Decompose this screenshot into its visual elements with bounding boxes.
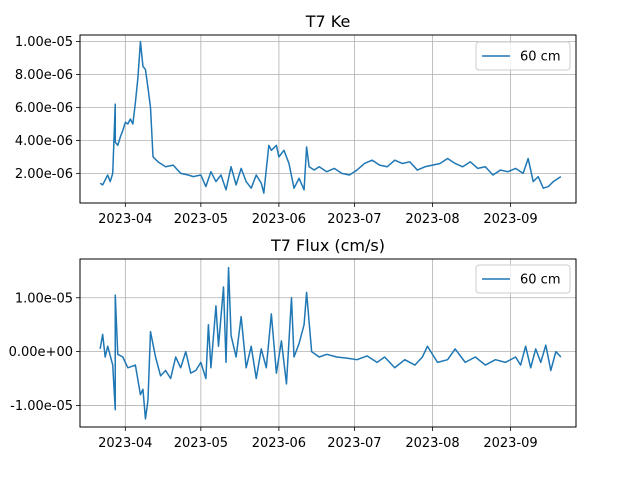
y-tick-label: 4.00e-06: [15, 134, 73, 149]
x-tick-label: 2023-05: [174, 212, 228, 227]
chart-title: T7 Ke: [305, 12, 351, 31]
series-line-60-cm: [99, 266, 562, 420]
x-axis: 2023-04 2023-05 2023-06 2023-07 2023-08 2023-…: [98, 427, 538, 451]
plot-frame: [79, 258, 577, 428]
y-tick-label: 1.00e-05: [15, 35, 73, 50]
x-axis: 2023-04 2023-05 2023-06 2023-07 2023-08 2023-…: [98, 203, 538, 227]
y-tick-label: 1.00e-05: [15, 291, 73, 306]
x-tick-label: 2023-06: [252, 212, 306, 227]
y-tick-label: 8.00e-06: [15, 68, 73, 83]
x-tick-label: 2023-07: [327, 436, 381, 451]
chart-t7-ke: T7 Ke 2023-04 2023-05 2023-06 2023-07 2023-0…: [15, 12, 577, 227]
legend-label: 60 cm: [520, 50, 561, 65]
y-tick-label: 6.00e-06: [15, 101, 73, 116]
legend-box: [475, 41, 571, 71]
series-layer: [99, 266, 562, 420]
legend: 60 cm: [475, 264, 571, 294]
legend-label: 60 cm: [520, 273, 561, 288]
x-tick-label: 2023-06: [252, 436, 306, 451]
x-tick-label: 2023-04: [98, 436, 152, 451]
y-tick-label: 0.00e+00: [9, 345, 73, 360]
series-line-60-cm: [99, 40, 562, 194]
y-axis: -1.00e-05 0.00e+00 1.00e-05: [9, 291, 80, 414]
series-layer: [99, 40, 562, 194]
x-tick-label: 2023-09: [483, 212, 537, 227]
y-axis: 2.00e-06 4.00e-06 6.00e-06 8.00e-06 1.00e-05: [15, 35, 80, 182]
grid: [80, 35, 576, 203]
x-tick-label: 2023-07: [327, 212, 381, 227]
y-tick-label: -1.00e-05: [10, 399, 73, 414]
x-tick-label: 2023-08: [405, 436, 459, 451]
chart-title: T7 Flux (cm/s): [270, 236, 385, 255]
legend: 60 cm: [475, 41, 571, 71]
legend-box: [475, 264, 571, 294]
x-tick-label: 2023-09: [483, 436, 537, 451]
x-tick-label: 2023-05: [174, 436, 228, 451]
plot-frame: [79, 34, 577, 204]
y-tick-label: 2.00e-06: [15, 167, 73, 182]
chart-t7-flux: T7 Flux (cm/s) 2023-04 2023-05 2023-06 2023…: [9, 236, 577, 451]
x-tick-label: 2023-04: [98, 212, 152, 227]
x-tick-label: 2023-08: [405, 212, 459, 227]
